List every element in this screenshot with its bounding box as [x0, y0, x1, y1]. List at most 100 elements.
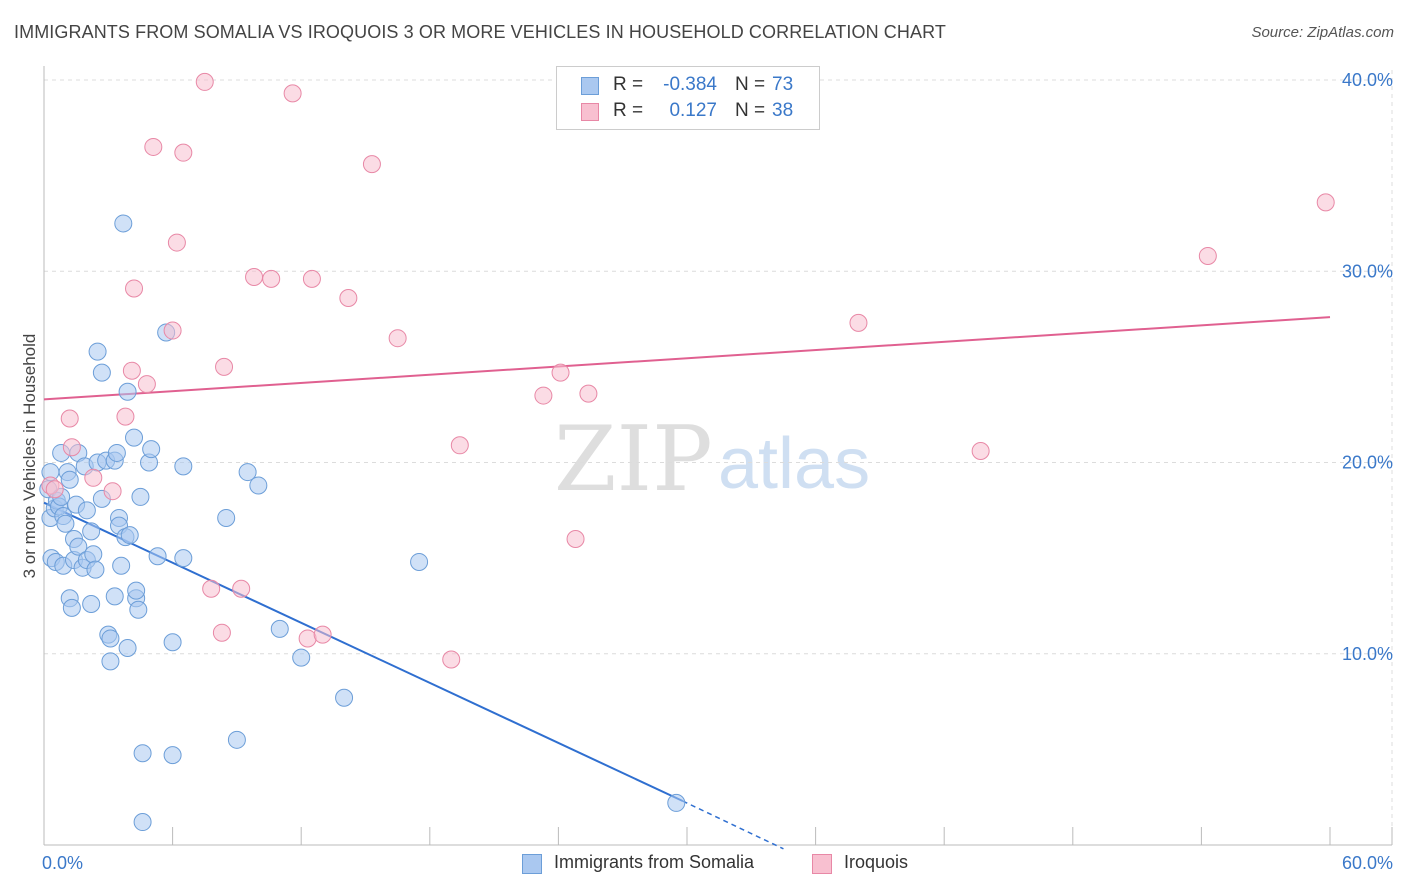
- n-value: 73: [772, 74, 794, 95]
- stats-row-somalia: R = -0.384 N = 73: [557, 74, 819, 100]
- iroquois-point: [339, 289, 358, 308]
- iroquois-point: [122, 361, 141, 380]
- iroquois-point: [262, 269, 281, 288]
- x-tick-label: 0.0%: [42, 853, 83, 873]
- y-tick-label: 20.0%: [1342, 453, 1393, 473]
- axes: [43, 66, 1393, 846]
- iroquois-point: [103, 482, 122, 501]
- iroquois-point: [313, 625, 332, 644]
- data-points: [39, 72, 1335, 832]
- somalia-point: [56, 514, 75, 533]
- legend-label-somalia: Immigrants from Somalia: [554, 852, 755, 872]
- iroquois-point: [60, 409, 79, 428]
- iroquois-point: [84, 468, 103, 487]
- iroquois-point: [202, 579, 221, 598]
- somalia-point: [120, 526, 139, 545]
- somalia-point: [174, 549, 193, 568]
- somalia-point: [88, 342, 107, 361]
- n-label: N =: [735, 74, 766, 95]
- somalia-point: [249, 476, 268, 495]
- iroquois-point: [116, 407, 135, 426]
- iroquois-points: [41, 72, 1335, 669]
- iroquois-point: [450, 436, 469, 455]
- iroquois-point: [579, 384, 598, 403]
- r-value: 0.127: [669, 100, 717, 121]
- somalia-point: [69, 537, 88, 556]
- y-tick-label: 40.0%: [1342, 70, 1393, 90]
- iroquois-point: [174, 143, 193, 162]
- iroquois-point: [215, 357, 234, 376]
- somalia-point: [270, 619, 289, 638]
- stats-legend: R = -0.384 N = 73 R = 0.127 N = 38: [556, 66, 820, 130]
- somalia-swatch: [581, 77, 599, 95]
- iroquois-point: [232, 579, 251, 598]
- iroquois-point: [566, 530, 585, 548]
- iroquois-point: [302, 269, 321, 288]
- somalia-point: [163, 633, 182, 652]
- iroquois-legend-swatch: [812, 854, 832, 874]
- stats-row-iroquois: R = 0.127 N = 38: [557, 100, 819, 126]
- somalia-point: [112, 556, 131, 575]
- iroquois-point: [125, 279, 144, 298]
- n-label: N =: [735, 100, 766, 121]
- r-label: R =: [613, 74, 644, 95]
- somalia-point: [133, 744, 152, 763]
- somalia-point: [60, 470, 79, 489]
- somalia-point: [292, 648, 311, 667]
- somalia-point: [92, 363, 111, 382]
- iroquois-point: [442, 650, 461, 669]
- somalia-point: [105, 587, 124, 606]
- watermark-zip: ZIP: [554, 407, 713, 512]
- iroquois-point: [163, 321, 182, 340]
- iroquois-point: [245, 267, 264, 286]
- iroquois-point: [212, 623, 231, 642]
- iroquois-point: [137, 375, 156, 394]
- somalia-point: [127, 581, 146, 600]
- watermark: ZIP atlas: [554, 407, 870, 512]
- iroquois-point: [144, 137, 163, 156]
- iroquois-point: [298, 629, 317, 648]
- somalia-point: [101, 629, 120, 648]
- somalia-point: [84, 545, 103, 564]
- somalia-point: [125, 428, 144, 447]
- somalia-legend-swatch: [522, 854, 542, 874]
- somalia-point: [86, 560, 105, 579]
- iroquois-point: [195, 72, 214, 91]
- watermark-atlas: atlas: [718, 424, 870, 504]
- somalia-point: [142, 440, 161, 459]
- chart-title: IMMIGRANTS FROM SOMALIA VS IROQUOIS 3 OR…: [14, 22, 946, 42]
- iroquois-point: [62, 438, 81, 457]
- somalia-points: [39, 214, 686, 832]
- somalia-point: [82, 522, 101, 541]
- legend-label-iroquois: Iroquois: [844, 852, 909, 872]
- iroquois-swatch: [581, 103, 599, 121]
- iroquois-point: [167, 233, 186, 252]
- somalia-point: [131, 487, 150, 506]
- somalia-point: [335, 688, 354, 707]
- somalia-point: [217, 508, 236, 527]
- somalia-point: [77, 501, 96, 520]
- iroquois-point: [45, 480, 64, 499]
- y-tick-label: 30.0%: [1342, 261, 1393, 281]
- tick-labels: 10.0% 20.0% 30.0% 40.0% 0.0% 60.0%: [42, 70, 1393, 873]
- r-value: -0.384: [663, 74, 717, 95]
- iroquois-point: [551, 363, 570, 382]
- iroquois-point: [971, 442, 990, 461]
- iroquois-trend-line: [43, 316, 1331, 401]
- somalia-trend-extension: [682, 800, 784, 850]
- iroquois-point: [534, 386, 553, 405]
- x-tick-label: 60.0%: [1342, 853, 1393, 873]
- somalia-point: [107, 443, 126, 462]
- somalia-point: [410, 552, 429, 571]
- somalia-point: [133, 813, 152, 832]
- source-label: Source: ZipAtlas.com: [1251, 24, 1394, 41]
- somalia-point: [129, 600, 148, 619]
- iroquois-point: [849, 313, 868, 332]
- somalia-point: [148, 547, 167, 566]
- iroquois-point: [362, 155, 381, 174]
- somalia-point: [174, 457, 193, 476]
- somalia-point: [114, 214, 133, 233]
- somalia-point: [62, 598, 81, 617]
- somalia-point: [163, 746, 182, 765]
